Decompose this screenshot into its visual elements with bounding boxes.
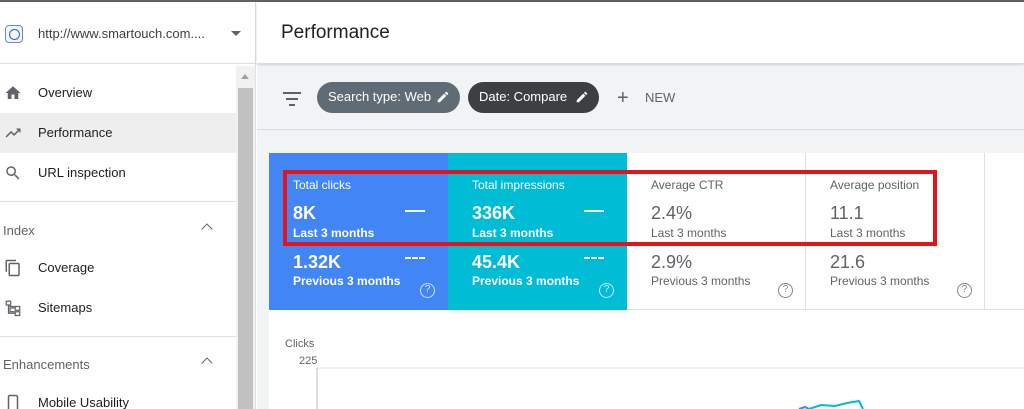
chart-plot [316,367,1024,409]
copy-icon [5,259,20,277]
plus-icon: + [617,87,629,109]
chevron-up-icon [201,223,213,235]
new-filter-label: NEW [645,90,676,105]
sidebar-scrollbar[interactable] [236,66,255,409]
section-label: Index [3,223,35,238]
solid-line-legend-icon [405,210,425,212]
sidebar-section-index[interactable]: Index [0,215,236,245]
sidebar-divider [0,336,236,337]
metric-current-period: Last 3 months [472,226,554,240]
sidebar-item-label: URL inspection [38,165,126,180]
search-type-chip[interactable]: Search type: Web [317,82,460,113]
performance-chart: Clicks 225 [269,323,1024,409]
trending-up-icon [5,128,21,138]
metric-current-value: 8K [293,203,317,223]
scrollbar-thumb[interactable] [238,88,253,409]
edit-icon[interactable] [436,90,450,104]
help-icon[interactable]: ? [778,283,793,298]
filter-bar: Search type: Web Date: Compare + NEW [257,66,1024,130]
sidebar-item-label: Coverage [38,260,95,275]
top-border [0,0,1024,2]
metric-card-spacer [985,153,1024,310]
section-label: Enhancements [3,357,90,372]
filter-icon[interactable] [283,92,301,106]
home-icon [5,86,21,99]
metric-previous-period: Previous 3 months [293,274,401,288]
help-icon[interactable]: ? [957,283,972,298]
sidebar-item-label: Overview [38,85,93,100]
edit-icon[interactable] [575,90,589,104]
page-header: Performance [257,2,1024,64]
sidebar-item-url-inspection[interactable]: URL inspection [0,153,236,193]
sitemap-icon [5,300,21,317]
sidebar-divider [0,201,236,202]
globe-icon [5,25,23,43]
metric-current-value: 2.4% [651,203,693,223]
caret-down-icon[interactable] [231,31,241,36]
sidebar-item-label: Mobile Usability [38,395,130,409]
metric-previous-period: Previous 3 months [830,274,930,288]
metric-current-period: Last 3 months [651,226,727,240]
metric-current-value: 11.1 [830,203,864,223]
metric-previous-value: 45.4K [472,252,521,272]
metric-card-average-position[interactable]: Average position 11.1 Last 3 months 21.6… [806,153,985,310]
metric-current-period: Last 3 months [293,226,375,240]
sidebar-item-overview[interactable]: Overview [0,73,236,113]
scroll-up-arrow-icon[interactable] [241,74,249,79]
chart-y-axis-label: Clicks [285,338,315,350]
metric-title: Average position [830,178,920,192]
property-url: http://www.smartouch.com.... [38,26,205,41]
sidebar-item-label: Performance [38,125,113,140]
metric-previous-period: Previous 3 months [651,274,751,288]
phone-icon [7,394,19,409]
sidebar: http://www.smartouch.com.... Overview Pe… [0,2,256,409]
help-icon[interactable]: ? [599,283,614,298]
dashed-line-legend-icon [405,257,425,259]
dashed-line-legend-icon [584,257,604,259]
metric-title: Total impressions [472,178,565,192]
page-title: Performance [281,22,390,43]
metric-title: Average CTR [651,178,724,192]
chart-y-tick-label: 225 [299,355,318,367]
metric-title: Total clicks [293,178,352,192]
sidebar-item-label: Sitemaps [38,300,93,315]
report-panel: Total clicks 8K Last 3 months 1.32K Prev… [269,153,1024,409]
main-area: Performance Search type: Web Date: Compa… [257,2,1024,409]
metric-current-value: 336K [472,203,516,223]
sidebar-item-sitemaps[interactable]: Sitemaps [0,288,236,328]
new-filter-button[interactable]: + NEW [617,86,687,110]
sidebar-item-performance[interactable]: Performance [0,113,236,153]
chevron-up-icon [201,357,213,369]
solid-line-legend-icon [584,210,604,212]
search-icon [6,166,20,180]
metric-previous-period: Previous 3 months [472,274,580,288]
sidebar-item-mobile-usability[interactable]: Mobile Usability [0,383,236,409]
metric-card-total-clicks[interactable]: Total clicks 8K Last 3 months 1.32K Prev… [269,153,448,310]
metric-previous-value: 2.9% [651,252,693,272]
chart-series-line [808,399,864,409]
chip-label: Search type: Web [328,89,432,104]
sidebar-item-coverage[interactable]: Coverage [0,248,236,288]
chart-series-line [798,405,810,409]
metric-previous-value: 1.32K [293,252,342,272]
help-icon[interactable]: ? [420,283,435,298]
metric-card-average-ctr[interactable]: Average CTR 2.4% Last 3 months 2.9% Prev… [627,153,806,310]
metric-card-total-impressions[interactable]: Total impressions 336K Last 3 months 45.… [448,153,627,310]
metric-previous-value: 21.6 [830,252,866,272]
chip-label: Date: Compare [479,89,568,104]
sidebar-section-enhancements[interactable]: Enhancements [0,349,236,379]
metric-current-period: Last 3 months [830,226,906,240]
property-selector[interactable]: http://www.smartouch.com.... [0,2,256,64]
date-compare-chip[interactable]: Date: Compare [468,82,599,113]
